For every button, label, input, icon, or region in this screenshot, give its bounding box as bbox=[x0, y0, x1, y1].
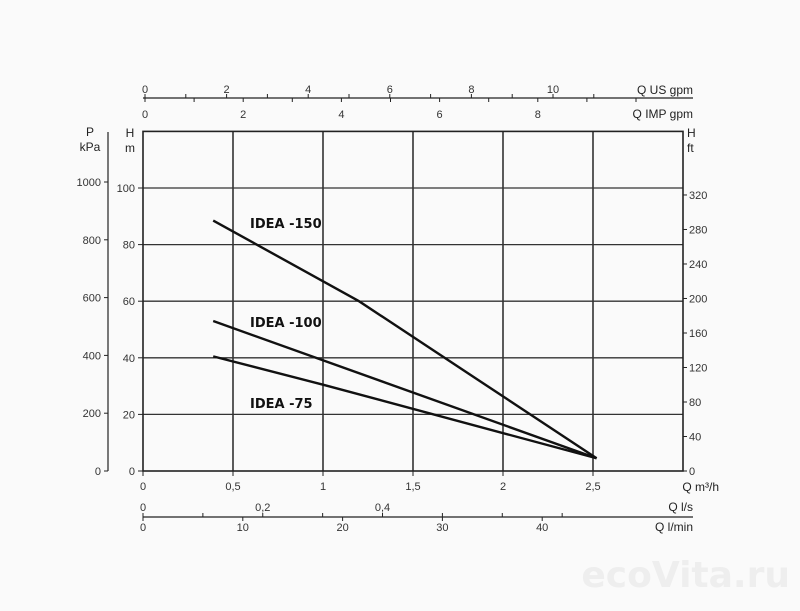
lmin-axis-label: Q l/min bbox=[655, 520, 693, 534]
ft-tick-label: 160 bbox=[689, 328, 707, 340]
pressure-tick-label: 200 bbox=[83, 408, 101, 420]
pressure-tick-label: 400 bbox=[83, 350, 101, 362]
watermark: ecoVita.ru bbox=[581, 555, 790, 596]
curve-idea-150 bbox=[212, 219, 598, 460]
y-tick-label: 40 bbox=[123, 353, 135, 365]
lmin-tick-label: 40 bbox=[536, 522, 548, 534]
ft-tick-label: 320 bbox=[689, 190, 707, 202]
pressure-tick-label: 600 bbox=[83, 293, 101, 305]
y-axis-label-symbol: H bbox=[126, 126, 135, 140]
imp-gpm-tick-label: 4 bbox=[338, 109, 344, 121]
ft-tick-label: 280 bbox=[689, 224, 707, 236]
imp-gpm-axis-label: Q IMP gpm bbox=[633, 107, 693, 121]
curve-label: IDEA -150 bbox=[250, 217, 322, 232]
lmin-tick-label: 10 bbox=[237, 522, 249, 534]
imp-gpm-tick-label: 2 bbox=[240, 109, 246, 121]
pressure-tick-label: 800 bbox=[83, 235, 101, 247]
x-tick-label: 0,5 bbox=[225, 481, 240, 493]
x-tick-label: 1 bbox=[320, 481, 326, 493]
y-tick-label: 20 bbox=[123, 409, 135, 421]
ft-tick-label: 80 bbox=[689, 397, 701, 409]
us-gpm-tick-label: 10 bbox=[547, 84, 559, 96]
y-tick-label: 80 bbox=[123, 240, 135, 252]
ft-axis-label-unit: ft bbox=[687, 141, 694, 155]
curve-idea-100 bbox=[212, 319, 598, 460]
x-tick-label: 2 bbox=[500, 481, 506, 493]
lmin-tick-label: 30 bbox=[436, 522, 448, 534]
ft-tick-label: 40 bbox=[689, 431, 701, 443]
us-gpm-tick-label: 0 bbox=[142, 84, 148, 96]
imp-gpm-tick-label: 8 bbox=[535, 109, 541, 121]
y-tick-label: 100 bbox=[117, 183, 135, 195]
pressure-tick-label: 1000 bbox=[77, 177, 101, 189]
ft-tick-label: 200 bbox=[689, 293, 707, 305]
y-axis-label-unit: m bbox=[125, 141, 135, 155]
ls-tick-label: 0,4 bbox=[375, 502, 390, 514]
x-tick-label: 0 bbox=[140, 481, 146, 493]
lmin-tick-label: 20 bbox=[336, 522, 348, 534]
us-gpm-tick-label: 2 bbox=[224, 84, 230, 96]
ft-axis-label-symbol: H bbox=[687, 126, 696, 140]
ls-tick-label: 0,2 bbox=[255, 502, 270, 514]
pressure-tick-label: 0 bbox=[95, 466, 101, 478]
ft-tick-label: 240 bbox=[689, 259, 707, 271]
curve-label: IDEA -100 bbox=[250, 316, 322, 331]
ls-tick-label: 0 bbox=[140, 502, 146, 514]
pressure-axis-label-unit: kPa bbox=[80, 140, 101, 154]
ft-tick-label: 120 bbox=[689, 362, 707, 374]
us-gpm-axis-label: Q US gpm bbox=[637, 83, 693, 97]
imp-gpm-tick-label: 0 bbox=[142, 109, 148, 121]
us-gpm-tick-label: 8 bbox=[468, 84, 474, 96]
us-gpm-tick-label: 4 bbox=[305, 84, 311, 96]
us-gpm-tick-label: 6 bbox=[387, 84, 393, 96]
pressure-axis-label-symbol: P bbox=[86, 125, 94, 139]
curve-idea-75 bbox=[212, 355, 597, 460]
y-tick-label: 60 bbox=[123, 296, 135, 308]
ft-tick-label: 0 bbox=[689, 466, 695, 478]
y-tick-label: 0 bbox=[129, 466, 135, 478]
x-axis-label: Q m³/h bbox=[682, 480, 719, 494]
lmin-tick-label: 0 bbox=[140, 522, 146, 534]
ls-axis-label: Q l/s bbox=[668, 500, 693, 514]
x-tick-label: 2,5 bbox=[585, 481, 600, 493]
curve-label: IDEA -75 bbox=[250, 397, 313, 412]
x-tick-label: 1,5 bbox=[405, 481, 420, 493]
imp-gpm-tick-label: 6 bbox=[437, 109, 443, 121]
